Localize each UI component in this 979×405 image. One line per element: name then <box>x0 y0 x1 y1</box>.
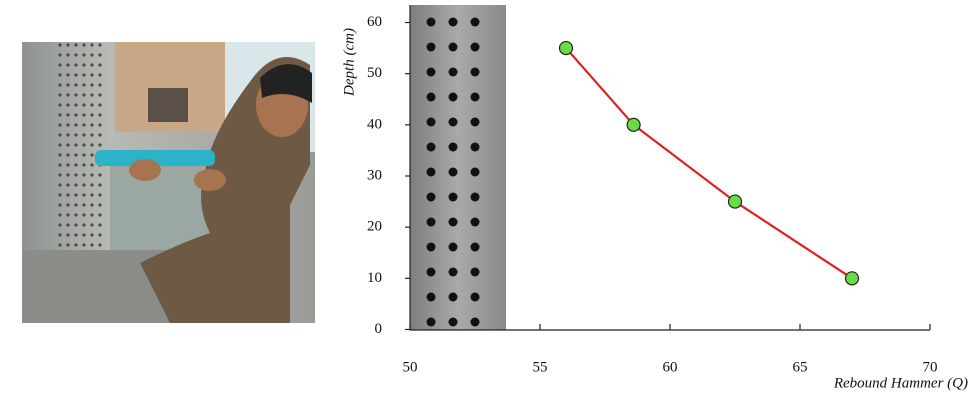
y-tick-label: 0 <box>375 321 383 337</box>
x-tick-label: 60 <box>663 359 678 375</box>
photo <box>22 42 315 323</box>
data-point <box>846 272 859 285</box>
x-tick-label: 55 <box>533 359 548 375</box>
figure: Depth (cm) Rebound Hammer (Q) 0 10 20 30 40 5… <box>0 0 979 400</box>
x-tick-label: 65 <box>793 359 808 375</box>
y-tick-label: 30 <box>367 167 382 183</box>
data-point <box>627 118 640 131</box>
y-tick-label: 10 <box>367 270 382 286</box>
y-tick-label: 20 <box>367 219 382 235</box>
x-axis-label: Rebound Hammer (Q) <box>833 375 968 391</box>
specimen-photo <box>410 5 506 330</box>
data-line <box>566 48 852 278</box>
data-point <box>560 42 573 55</box>
y-axis-label: Depth (cm) <box>341 28 357 97</box>
y-tick-label: 50 <box>367 65 382 81</box>
x-tick-label: 70 <box>923 359 938 375</box>
data-point <box>729 195 742 208</box>
x-tick-label: 50 <box>403 359 418 375</box>
y-tick-label: 60 <box>367 14 382 30</box>
y-tick-label: 40 <box>367 116 382 132</box>
